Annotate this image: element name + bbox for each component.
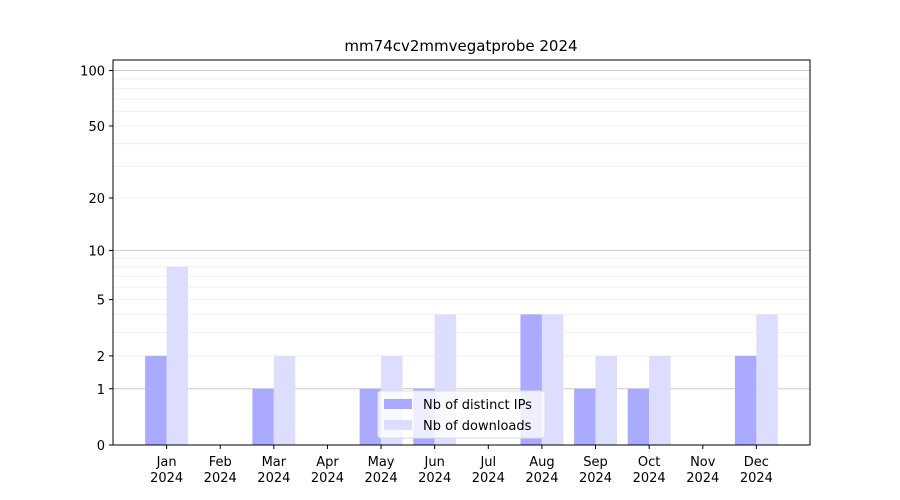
- plot-frame: [112, 59, 811, 446]
- x-tick-label: Oct 2024: [633, 455, 666, 486]
- y-tick-label: 100: [80, 65, 105, 80]
- x-tick-label: Feb 2024: [204, 455, 237, 486]
- bar: [574, 388, 596, 445]
- y-tick-label: 2: [97, 350, 105, 365]
- bar: [166, 266, 189, 445]
- y-tick-label: 50: [88, 120, 105, 135]
- y-tick-label: 10: [88, 244, 105, 259]
- x-tick-label: Nov 2024: [686, 455, 719, 486]
- y-tick-label: 0: [97, 439, 105, 454]
- bar: [649, 355, 671, 445]
- bar: [734, 355, 757, 445]
- bar: [273, 355, 296, 445]
- x-tick-label: May 2024: [365, 455, 398, 486]
- bar: [145, 355, 167, 445]
- bar: [627, 388, 650, 445]
- bar: [252, 388, 274, 445]
- legend-swatch: [384, 420, 412, 430]
- x-tick-label: Mar 2024: [257, 455, 290, 486]
- legend: Nb of distinct IPs Nb of downloads: [377, 390, 546, 439]
- x-tick-label: Apr 2024: [311, 455, 344, 486]
- bar: [359, 388, 382, 445]
- bar: [756, 314, 778, 445]
- x-tick-label: Dec 2024: [740, 455, 773, 486]
- x-tick-label: Sep 2024: [579, 455, 612, 486]
- bar: [595, 355, 617, 445]
- x-tick-label: Jan 2024: [150, 455, 183, 486]
- x-tick-label: Jul 2024: [472, 455, 505, 486]
- legend-box: [377, 390, 546, 439]
- y-tick-label: 5: [97, 294, 105, 309]
- legend-label: Nb of downloads: [423, 419, 532, 434]
- x-tick-label: Aug 2024: [525, 455, 558, 486]
- bar: [541, 314, 564, 445]
- chart-title: mm74cv2mmvegatprobe 2024: [344, 37, 577, 55]
- legend-label: Nb of distinct IPs: [423, 398, 532, 413]
- legend-swatch: [384, 399, 412, 409]
- y-tick-label: 20: [88, 192, 105, 207]
- x-tick-label: Jun 2024: [418, 455, 451, 486]
- y-tick-label: 1: [97, 383, 105, 398]
